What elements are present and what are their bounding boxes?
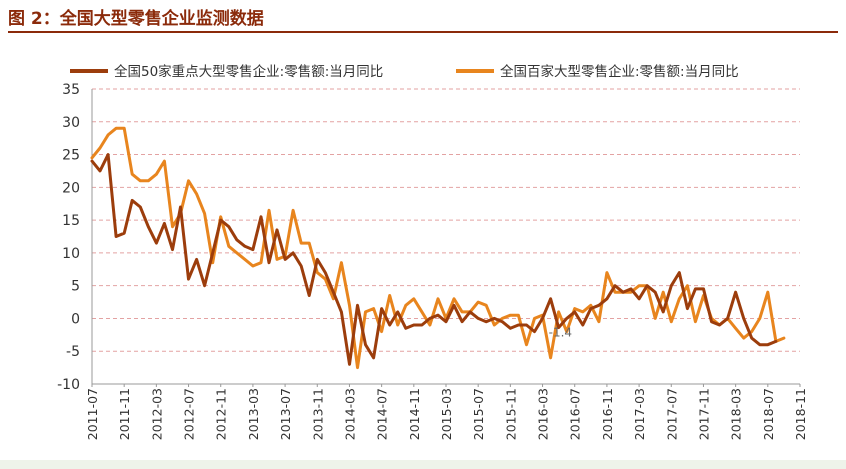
series-line xyxy=(90,153,778,366)
y-tick-label: 30 xyxy=(62,115,80,131)
x-tick-label: 2014-07 xyxy=(375,388,390,440)
x-tick-label: 2018-07 xyxy=(761,388,776,440)
title-rule xyxy=(8,31,838,33)
x-tick-label: 2011-11 xyxy=(117,388,132,440)
y-tick-label: -10 xyxy=(57,377,80,393)
legend-label: 全国百家大型零售企业:零售额:当月同比 xyxy=(500,63,739,80)
y-tick-label: -5 xyxy=(66,344,80,360)
x-tick-label: 2012-03 xyxy=(149,388,164,440)
x-tick-label: 2017-03 xyxy=(632,388,647,440)
x-tick-label: 2016-11 xyxy=(600,388,615,440)
y-tick-label: 25 xyxy=(62,148,80,164)
data-label: -1.4 xyxy=(549,326,572,340)
bottom-band xyxy=(0,460,846,469)
x-tick-label: 2015-03 xyxy=(439,388,454,440)
x-tick-label: 2013-03 xyxy=(246,388,261,440)
x-tick-label: 2016-03 xyxy=(536,388,551,440)
legend-label: 全国50家重点大型零售企业:零售额:当月同比 xyxy=(114,63,383,80)
x-tick-label: 2012-07 xyxy=(182,388,197,440)
y-tick-label: 15 xyxy=(62,213,80,229)
figure-title: 图 2：全国大型零售企业监测数据 xyxy=(8,9,264,29)
x-tick-label: 2017-07 xyxy=(664,388,679,440)
x-tick-label: 2013-07 xyxy=(278,388,293,440)
x-tick-label: 2013-11 xyxy=(310,388,325,440)
x-tick-label: 2012-11 xyxy=(214,388,229,440)
x-tick-label: 2015-11 xyxy=(503,388,518,440)
y-tick-label: 5 xyxy=(71,279,80,295)
y-tick-label: 35 xyxy=(62,82,80,98)
x-tick-label: 2011-07 xyxy=(85,388,100,440)
x-tick-label: 2015-07 xyxy=(471,388,486,440)
y-tick-label: 0 xyxy=(71,311,80,327)
x-tick-label: 2018-11 xyxy=(793,388,808,440)
x-tick-label: 2018-03 xyxy=(729,388,744,440)
x-tick-label: 2014-03 xyxy=(342,388,357,440)
x-tick-label: 2017-11 xyxy=(696,388,711,440)
series-line xyxy=(90,126,786,370)
x-tick-label: 2016-07 xyxy=(568,388,583,440)
y-tick-label: 10 xyxy=(62,246,80,262)
x-tick-label: 2014-11 xyxy=(407,388,422,440)
y-tick-label: 20 xyxy=(62,180,80,196)
